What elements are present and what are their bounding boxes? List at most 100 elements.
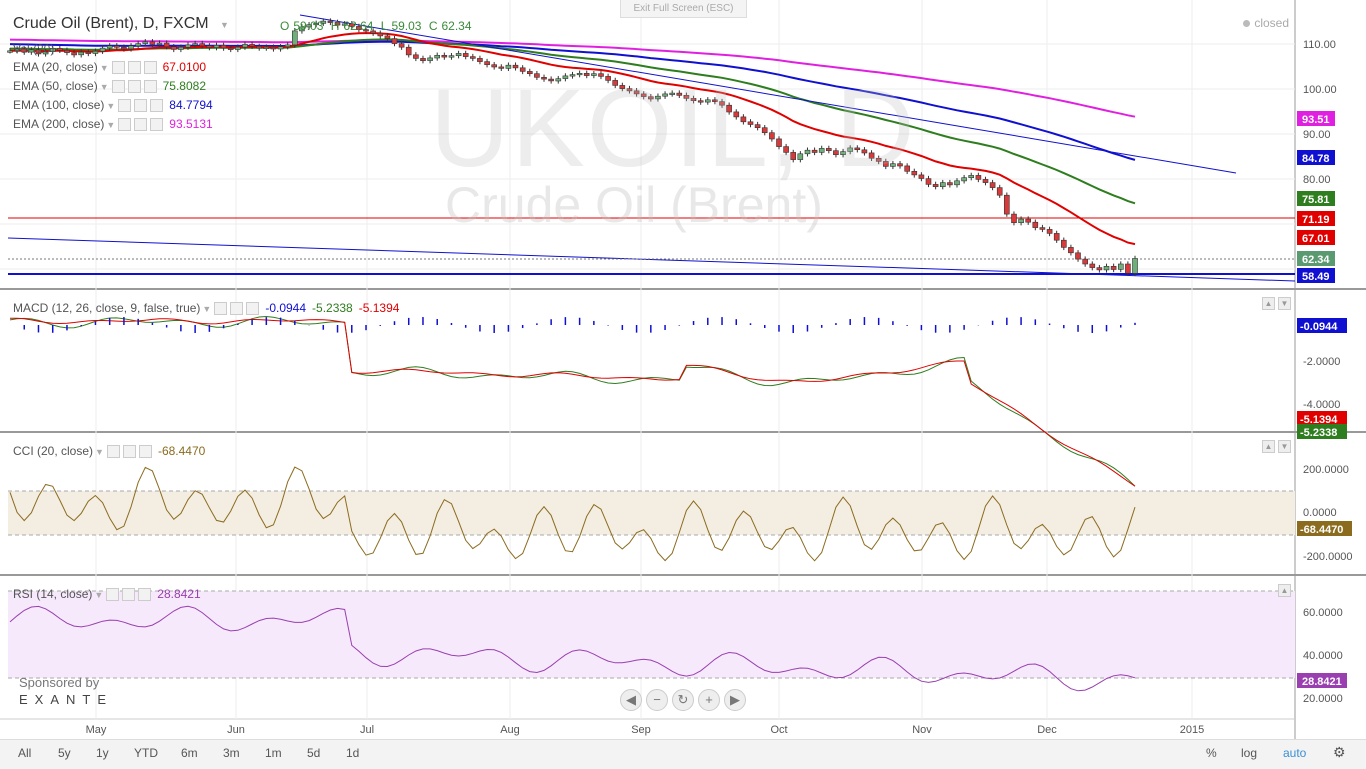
candle xyxy=(939,182,946,188)
gear-icon[interactable] xyxy=(127,80,141,94)
candle xyxy=(598,73,604,77)
legend-rsi[interactable]: RSI (14, close) ▼ 28.8421 xyxy=(13,587,201,602)
candle xyxy=(1125,263,1131,274)
range-5d-button[interactable]: 5d xyxy=(307,746,321,760)
candle xyxy=(448,55,455,58)
close-icon[interactable] xyxy=(138,445,152,459)
close-icon[interactable] xyxy=(143,61,157,75)
pane-down-icon[interactable]: ▼ xyxy=(1278,297,1291,310)
candle xyxy=(405,46,412,56)
candle xyxy=(1075,252,1081,260)
candle xyxy=(356,26,362,30)
auto-scale-button[interactable]: auto xyxy=(1283,746,1307,760)
sponsor-logo[interactable]: EXANTE xyxy=(19,692,114,707)
range-6m-button[interactable]: 6m xyxy=(181,746,198,760)
pane-up-icon[interactable]: ▲ xyxy=(1278,584,1291,597)
exit-fullscreen-button[interactable]: Exit Full Screen (ESC) xyxy=(620,0,747,18)
candle xyxy=(697,100,704,103)
scroll-left-icon[interactable]: ◀ xyxy=(620,689,642,711)
legend-ema50[interactable]: EMA (50, close) ▼ 75.8082 xyxy=(13,79,207,94)
percent-scale-button[interactable]: % xyxy=(1206,746,1217,760)
range-1y-button[interactable]: 1y xyxy=(96,746,109,760)
eye-icon[interactable] xyxy=(106,588,120,602)
scroll-right-icon[interactable]: ▶ xyxy=(724,689,746,711)
legend-cci[interactable]: CCI (20, close) ▼ -68.4470 xyxy=(13,444,206,459)
reset-icon[interactable]: ↻ xyxy=(672,689,694,711)
legend-macd[interactable]: MACD (12, 26, close, 9, false, true) ▼ -0.… xyxy=(13,301,400,316)
legend-ema20[interactable]: EMA (20, close) ▼ 67.0100 xyxy=(13,60,207,75)
eye-icon[interactable] xyxy=(106,445,120,459)
time-axis-label: Oct xyxy=(770,724,787,736)
close-icon[interactable] xyxy=(150,99,164,113)
cci-tag-label: -68.4470 xyxy=(1300,524,1343,536)
range-all-button[interactable]: All xyxy=(18,746,32,760)
range-3m-button[interactable]: 3m xyxy=(223,746,240,760)
legend-ema200[interactable]: EMA (200, close) ▼ 93.5131 xyxy=(13,117,213,132)
time-axis-label: Jul xyxy=(360,724,374,736)
gear-icon[interactable] xyxy=(122,445,136,459)
candle xyxy=(769,132,775,140)
close-icon[interactable] xyxy=(143,80,157,94)
cci-line xyxy=(9,466,1136,562)
candle xyxy=(249,44,255,47)
candle xyxy=(35,49,42,55)
rsi-line xyxy=(9,605,1136,692)
gear-icon[interactable] xyxy=(134,118,148,132)
price-tag-label: 62.34 xyxy=(1302,254,1330,266)
candle xyxy=(192,43,198,46)
gear-icon[interactable] xyxy=(127,61,141,75)
legend-ema100[interactable]: EMA (100, close) ▼ 84.7794 xyxy=(13,98,213,113)
candle xyxy=(149,41,156,45)
candle xyxy=(121,46,127,50)
candle xyxy=(71,52,77,56)
candle xyxy=(1110,265,1117,270)
price-tag-label: 75.81 xyxy=(1302,194,1330,206)
candle xyxy=(804,149,811,155)
pane-up-icon[interactable]: ▲ xyxy=(1262,297,1275,310)
eye-icon[interactable] xyxy=(118,99,132,113)
settings-gear-icon[interactable]: ⚙ xyxy=(1333,744,1346,760)
candle xyxy=(64,49,70,53)
close-icon[interactable] xyxy=(138,588,152,602)
gear-icon[interactable] xyxy=(122,588,136,602)
chart-canvas[interactable]: 110.00 100.00 90.00 80.00 93.51 84.78 75.81 71.… xyxy=(0,0,1366,740)
time-axis-label: Dec xyxy=(1037,724,1057,736)
candle xyxy=(213,44,220,48)
legend-vol[interactable]: Vol (20) xyxy=(13,42,55,56)
gear-icon[interactable] xyxy=(134,99,148,113)
eye-icon[interactable] xyxy=(214,302,228,316)
macd-tag xyxy=(1297,318,1347,333)
price-tag-label: 93.51 xyxy=(1302,114,1330,126)
range-5y-button[interactable]: 5y xyxy=(58,746,71,760)
zoom-out-icon[interactable]: − xyxy=(646,689,668,711)
zoom-in-icon[interactable]: + xyxy=(698,689,720,711)
candle xyxy=(56,48,63,51)
candle xyxy=(135,43,141,47)
candle xyxy=(996,187,1003,196)
close-icon[interactable] xyxy=(150,118,164,132)
gear-icon[interactable] xyxy=(230,302,244,316)
candle xyxy=(21,48,28,53)
candle xyxy=(840,151,846,156)
range-1d-button[interactable]: 1d xyxy=(346,746,360,760)
candle xyxy=(747,121,754,125)
watermark-name: Crude Oil (Brent) xyxy=(445,177,823,233)
candle xyxy=(505,64,512,69)
range-1m-button[interactable]: 1m xyxy=(265,746,282,760)
eye-icon[interactable] xyxy=(118,118,132,132)
ohlc-readout: O 59.03 H 62.64 L 59.03 C 62.34 xyxy=(280,19,472,33)
candle xyxy=(683,95,690,99)
log-scale-button[interactable]: log xyxy=(1241,746,1258,760)
close-icon[interactable] xyxy=(246,302,260,316)
candle xyxy=(818,148,825,153)
eye-icon[interactable] xyxy=(111,61,125,75)
pane-up-icon[interactable]: ▲ xyxy=(1262,440,1275,453)
candle xyxy=(605,76,611,81)
title-dropdown-icon[interactable]: ▼ xyxy=(220,20,229,30)
candle xyxy=(227,47,234,50)
candle xyxy=(1025,218,1031,223)
eye-icon[interactable] xyxy=(111,80,125,94)
candle xyxy=(669,92,676,95)
pane-down-icon[interactable]: ▼ xyxy=(1278,440,1291,453)
range-ytd-button[interactable]: YTD xyxy=(134,746,158,760)
